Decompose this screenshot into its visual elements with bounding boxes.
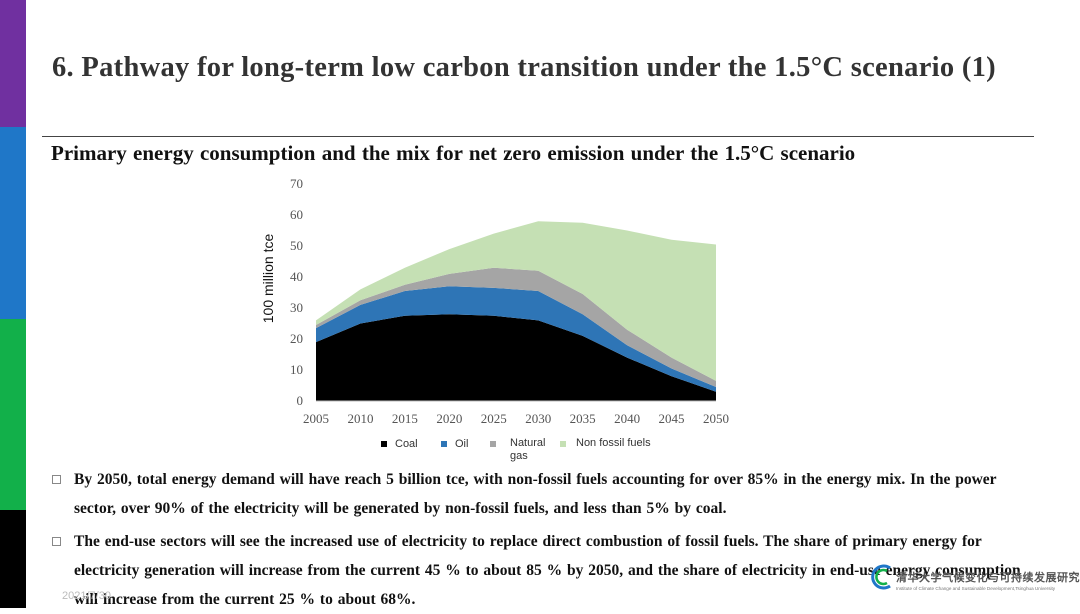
area-oil <box>316 286 716 392</box>
bullet-text: By 2050, total energy demand will have r… <box>74 471 997 517</box>
legend-label: Natural gas <box>510 437 545 462</box>
logo-chinese-text: 清华大学气候变化与可持续发展研究院 <box>896 571 1080 584</box>
x-tick-label: 2035 <box>570 411 596 426</box>
bullet-marker-icon <box>52 537 61 546</box>
y-tick-label: 50 <box>290 238 303 253</box>
chart-section-title: Primary energy consumption and the mix f… <box>51 141 856 165</box>
x-tick-label: 2020 <box>436 411 462 426</box>
y-tick-label: 30 <box>290 300 303 315</box>
legend-swatch-coal <box>381 441 387 447</box>
legend-swatch-oil <box>441 441 447 447</box>
stripe-green <box>0 319 26 510</box>
bullet-item: The end-use sectors will see the increas… <box>52 527 1037 614</box>
y-tick-label: 70 <box>290 176 303 191</box>
x-tick-label: 2025 <box>481 411 507 426</box>
chart-legend: Coal Oil Natural gas Non fossil fuels <box>381 437 651 462</box>
y-tick-label: 60 <box>290 207 303 222</box>
area-coal <box>316 314 716 401</box>
x-tick-label: 2045 <box>659 411 685 426</box>
stripe-black <box>0 510 26 608</box>
bullet-item: By 2050, total energy demand will have r… <box>52 465 1037 523</box>
x-tick-label: 2040 <box>614 411 640 426</box>
legend-label: Oil <box>455 438 468 450</box>
bullet-marker-icon <box>52 475 61 484</box>
x-tick-label: 2005 <box>303 411 329 426</box>
title-divider <box>42 136 1034 137</box>
x-tick-label: 2015 <box>392 411 418 426</box>
slide-title: 6. Pathway for long-term low carbon tran… <box>52 52 996 83</box>
legend-swatch-natural-gas <box>490 441 496 447</box>
area-layers <box>316 221 716 401</box>
x-axis-ticks: 2005 2010 2015 2020 2025 2030 2035 2040 2045 2050 <box>303 411 729 426</box>
x-tick-label: 2030 <box>525 411 551 426</box>
bullet-text: The end-use sectors will see the increas… <box>74 533 1021 608</box>
y-axis-ticks: 0 10 20 30 40 50 60 70 <box>290 176 303 408</box>
stripe-purple <box>0 0 26 127</box>
x-tick-label: 2050 <box>703 411 729 426</box>
y-tick-label: 10 <box>290 362 303 377</box>
legend-swatch-non-fossil-fuels <box>560 441 566 447</box>
y-tick-label: 0 <box>297 393 304 408</box>
area-non-fossil-fuels <box>316 221 716 381</box>
x-tick-label: 2010 <box>347 411 373 426</box>
stripe-blue <box>0 127 26 319</box>
legend-label: Coal <box>395 438 418 450</box>
y-axis-label: 100 million tce <box>260 234 276 324</box>
institute-logo: 清华大学气候变化与可持续发展研究院 Institute of Climate C… <box>866 560 1080 600</box>
y-tick-label: 20 <box>290 331 303 346</box>
logo-english-text: Institute of Climate Change and Sustaina… <box>896 586 1056 591</box>
footer-date: 2021/7/30 <box>62 590 111 602</box>
y-tick-label: 40 <box>290 269 303 284</box>
logo-ring-icon <box>871 564 891 590</box>
legend-label: Non fossil fuels <box>576 437 651 449</box>
